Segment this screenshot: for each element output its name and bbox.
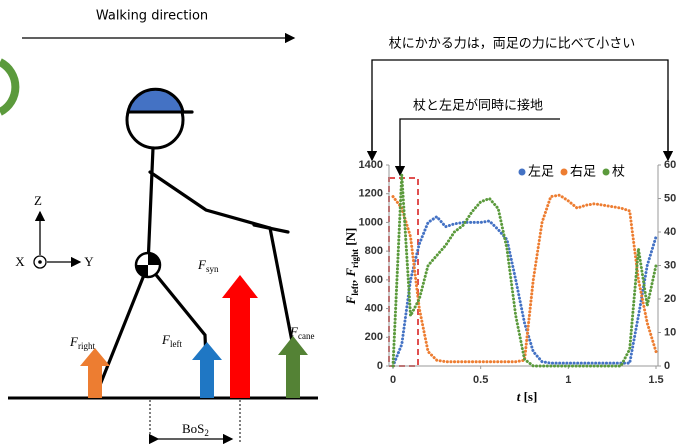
force-label: Fcane: [289, 324, 314, 341]
series-line: [393, 175, 656, 366]
legend-label: 杖: [612, 165, 625, 180]
x-tick-label: 1.5: [648, 374, 663, 386]
annotation: 杖と左足が同時に接地: [413, 98, 543, 114]
y-tick-label: 800: [365, 245, 383, 257]
y-tick-label: 1400: [359, 159, 383, 171]
y2-tick-label: 0: [664, 360, 670, 372]
x-tick-label: 0.5: [473, 374, 488, 386]
bos-label: BoS2: [182, 421, 209, 438]
series-line: [393, 217, 656, 366]
axis-label: X: [15, 254, 25, 269]
y-axis-label: Fleft, Fright [N]: [343, 228, 360, 306]
x-tick-label: 0: [390, 374, 396, 386]
y2-tick-label: 50: [664, 192, 676, 204]
arm: [150, 172, 270, 228]
force-arrow-cane: [278, 336, 308, 398]
force-label: Fright: [69, 334, 95, 351]
force-arrow-left: [192, 342, 222, 398]
force-label: Fsyn: [197, 257, 219, 274]
cap: [128, 89, 183, 112]
annotation: 杖にかかる力は，両足の力に比べて小さい: [389, 37, 635, 52]
annotations: 杖にかかる力は，両足の力に比べて小さい 杖と左足が同時に接地: [372, 37, 668, 367]
diagram: Walking direction Fright Fleft Fsyn Fcan…: [0, 9, 318, 443]
force-arrow-syn: [222, 275, 258, 398]
walking-direction: Walking direction: [96, 9, 208, 24]
y-tick-label: 1200: [359, 188, 383, 200]
force-label: Fleft: [161, 332, 182, 349]
y-tick-label: 0: [377, 360, 383, 372]
y-tick-label: 600: [365, 274, 383, 286]
x-axis-label: t [s]: [517, 389, 538, 404]
axis-label: Y: [84, 254, 94, 269]
decor: [0, 62, 15, 112]
annotation-line: [400, 119, 560, 170]
legend-marker: [519, 169, 526, 176]
y2-tick-label: 30: [664, 259, 676, 271]
y-tick-label: 1000: [359, 216, 383, 228]
legend-label: 左足: [528, 165, 554, 180]
legend-marker: [603, 169, 610, 176]
right-leg: [100, 265, 148, 385]
y2-tick-label: 20: [664, 293, 676, 305]
legend-marker: [561, 169, 568, 176]
axis-label: Z: [34, 193, 42, 208]
y2-tick-label: 60: [664, 159, 676, 171]
legend-label: 右足: [570, 165, 596, 180]
y2-tick-label: 40: [664, 226, 676, 238]
y2-tick-label: 10: [664, 326, 676, 338]
y-tick-label: 200: [365, 331, 383, 343]
x-tick-label: 1: [565, 374, 571, 386]
body: [148, 148, 153, 265]
x-axis-dot: [38, 260, 42, 264]
figure: Walking direction Fright Fleft Fsyn Fcan…: [0, 0, 676, 444]
page: {"diagram": { "walking_direction": "Walk…: [0, 0, 676, 444]
y-tick-label: 400: [365, 302, 383, 314]
